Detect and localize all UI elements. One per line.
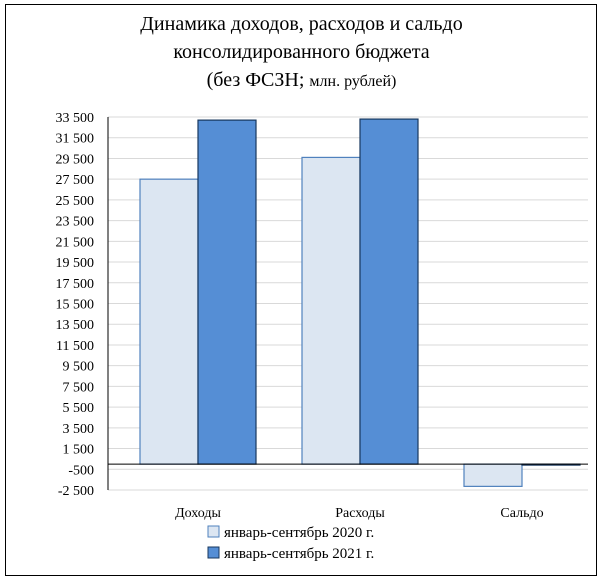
bar-2020-0 <box>139 178 199 465</box>
y-tick-label: 27 500 <box>56 173 95 188</box>
y-tick-label: 21 500 <box>56 235 95 250</box>
y-tick-label: 5 500 <box>63 401 95 416</box>
legend-swatch <box>207 525 220 538</box>
y-tick-label: 33 500 <box>56 111 95 126</box>
legend-label: январь-сентябрь 2020 г. <box>224 525 374 541</box>
x-category-label: Доходы <box>175 506 221 521</box>
y-tick-label: 31 500 <box>56 132 95 147</box>
y-tick-label: 9 500 <box>63 360 95 375</box>
legend-swatch <box>207 546 220 559</box>
x-category-label: Сальдо <box>500 506 543 521</box>
chart-title-line-1: Динамика доходов, расходов и сальдо <box>140 13 463 35</box>
y-tick-label: 17 500 <box>56 277 95 292</box>
y-tick-label: 11 500 <box>56 339 94 354</box>
y-tick-label: 25 500 <box>56 194 95 209</box>
bar-2021-0 <box>197 119 257 465</box>
x-category-label: Расходы <box>335 506 385 521</box>
y-tick-label: 1 500 <box>63 443 95 458</box>
legend-label: январь-сентябрь 2021 г. <box>224 546 374 562</box>
y-tick-label: -500 <box>68 463 94 478</box>
y-tick-label: 7 500 <box>63 380 95 395</box>
chart-subtitle: (без ФСЗН; млн. рублей) <box>0 66 603 96</box>
bar-2020-2 <box>463 463 523 487</box>
bar-2020-1 <box>301 156 361 465</box>
y-tick-label: 23 500 <box>56 215 95 230</box>
y-tick-label: 29 500 <box>56 152 95 167</box>
y-tick-label: 19 500 <box>56 256 95 271</box>
chart-title: Динамика доходов, расходов и сальдо конс… <box>0 10 603 96</box>
y-tick-label: 3 500 <box>63 422 95 437</box>
chart-subtitle-unit: млн. рублей) <box>309 73 397 90</box>
y-tick-label: 13 500 <box>56 318 95 333</box>
bar-2021-1 <box>359 118 419 465</box>
y-tick-label: 15 500 <box>56 298 95 313</box>
chart-title-line-2: консолидированного бюджета <box>173 41 430 63</box>
y-tick-label: -2 500 <box>58 484 94 499</box>
chart-subtitle-main: (без ФСЗН; <box>206 69 310 91</box>
